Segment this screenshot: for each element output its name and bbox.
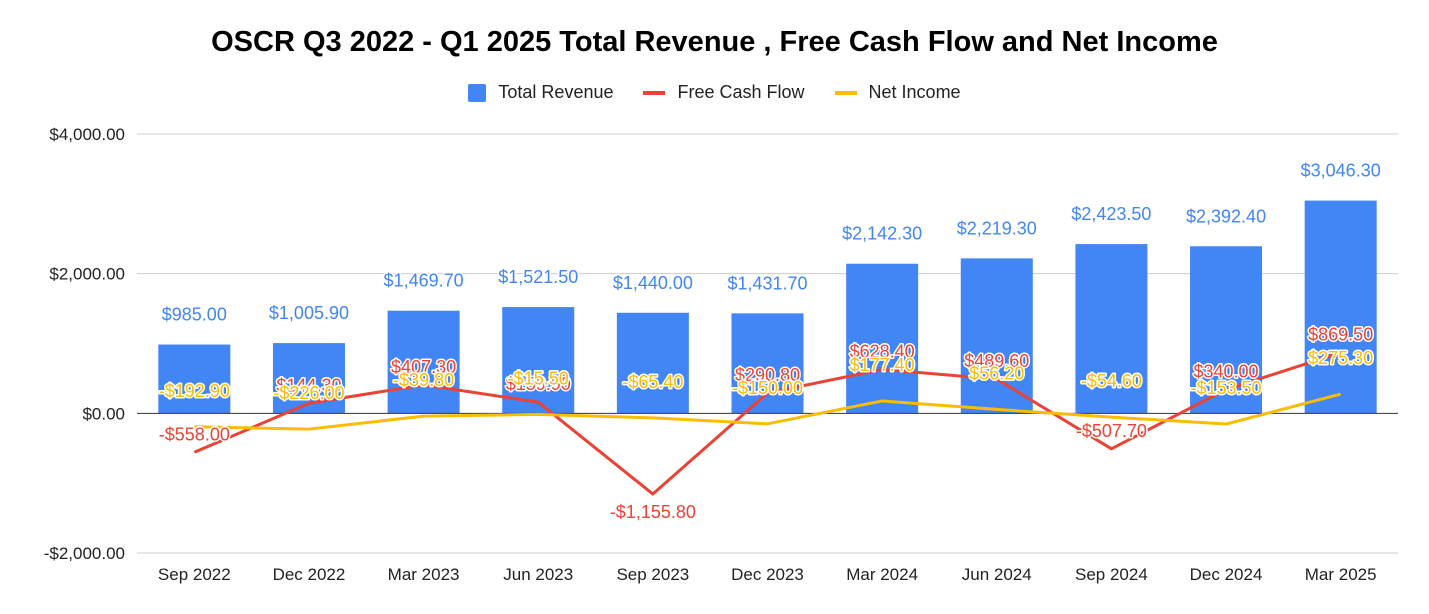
x-tick-label: Mar 2025	[1305, 565, 1377, 584]
legend-label-net-income: Net Income	[868, 82, 961, 102]
data-label-total-revenue: $1,469.70	[384, 271, 464, 291]
y-tick-label: $0.00	[82, 404, 125, 423]
y-tick-label: -$2,000.00	[44, 544, 125, 563]
data-label-net-income: -$153.50	[1191, 378, 1262, 398]
data-label-total-revenue: $3,046.30	[1301, 161, 1381, 181]
legend-item-total-revenue: Total Revenue	[468, 82, 613, 103]
chart-title: OSCR Q3 2022 - Q1 2025 Total Revenue , F…	[211, 26, 1218, 58]
x-tick-label: Jun 2024	[962, 565, 1032, 584]
bar-total-revenue	[502, 307, 575, 414]
legend-swatch-net-income	[834, 90, 857, 95]
data-label-total-revenue: $2,219.30	[957, 218, 1037, 238]
x-tick-label: Dec 2024	[1190, 565, 1263, 584]
y-tick-label: $4,000.00	[49, 125, 125, 144]
data-label-free-cash-flow: $407.30	[391, 357, 456, 377]
data-label-total-revenue: $1,521.50	[498, 267, 578, 287]
legend-swatch-total-revenue	[468, 83, 487, 102]
data-label-free-cash-flow: $290.80	[735, 365, 800, 385]
bar-total-revenue	[272, 343, 345, 414]
data-label-net-income: -$65.40	[622, 372, 683, 392]
data-label-total-revenue: $2,423.50	[1071, 204, 1151, 224]
line-free-cash-flow	[193, 351, 1342, 496]
data-label-free-cash-flow: -$558.00	[159, 424, 230, 444]
legend-item-net-income: Net Income	[834, 82, 961, 103]
y-tick-label: $2,000.00	[49, 265, 125, 284]
data-label-total-revenue: $985.00	[162, 305, 227, 325]
bar-total-revenue	[731, 313, 804, 414]
bar-total-revenue	[846, 263, 919, 414]
legend-item-free-cash-flow: Free Cash Flow	[643, 82, 805, 103]
bar-total-revenue	[1304, 200, 1377, 414]
x-tick-label: Jun 2023	[503, 565, 573, 584]
data-label-total-revenue: $2,392.40	[1186, 206, 1266, 226]
data-label-net-income: $177.40	[850, 355, 915, 375]
x-tick-label: Mar 2024	[846, 565, 918, 584]
data-label-total-revenue: $1,431.70	[727, 273, 807, 293]
data-label-net-income: $56.20	[969, 363, 1024, 383]
data-label-net-income: -$15.50	[508, 368, 569, 388]
line-net-income	[194, 392, 1342, 431]
data-label-free-cash-flow: -$507.70	[1076, 421, 1147, 441]
data-label-free-cash-flow: $340.00	[1194, 362, 1259, 382]
data-label-free-cash-flow: $159.90	[506, 374, 571, 394]
legend-label-free-cash-flow: Free Cash Flow	[677, 82, 805, 102]
bar-total-revenue	[960, 258, 1033, 414]
x-tick-label: Mar 2023	[388, 565, 460, 584]
bar-total-revenue	[1075, 244, 1148, 414]
data-label-net-income: -$39.80	[393, 370, 454, 390]
x-tick-label: Sep 2022	[158, 565, 231, 584]
data-label-free-cash-flow: -$1,155.80	[610, 502, 696, 522]
data-label-net-income: $275.30	[1308, 348, 1373, 368]
x-tick-label: Dec 2023	[731, 565, 804, 584]
bar-total-revenue	[158, 344, 231, 414]
data-label-total-revenue: $1,005.90	[269, 303, 349, 323]
data-label-free-cash-flow: $869.50	[1308, 325, 1373, 345]
bar-total-revenue	[616, 312, 689, 414]
data-label-total-revenue: $2,142.30	[842, 224, 922, 244]
chart-legend: Total Revenue Free Cash Flow Net Income	[0, 82, 1429, 103]
x-tick-label: Dec 2022	[273, 565, 346, 584]
data-label-free-cash-flow: $489.60	[964, 351, 1029, 371]
data-label-net-income: -$150.00	[732, 378, 803, 398]
data-label-net-income: -$54.60	[1081, 371, 1142, 391]
data-label-net-income: -$192.90	[159, 381, 230, 401]
data-label-free-cash-flow: $144.30	[276, 375, 341, 395]
x-tick-label: Sep 2023	[616, 565, 689, 584]
legend-label-total-revenue: Total Revenue	[498, 82, 614, 102]
x-tick-label: Sep 2024	[1075, 565, 1148, 584]
data-label-free-cash-flow: $628.40	[850, 341, 915, 361]
bar-total-revenue	[1190, 246, 1263, 414]
bar-total-revenue	[387, 310, 460, 414]
data-label-total-revenue: $1,440.00	[613, 273, 693, 293]
legend-swatch-free-cash-flow	[643, 90, 666, 95]
data-label-net-income: -$226.00	[273, 383, 344, 403]
